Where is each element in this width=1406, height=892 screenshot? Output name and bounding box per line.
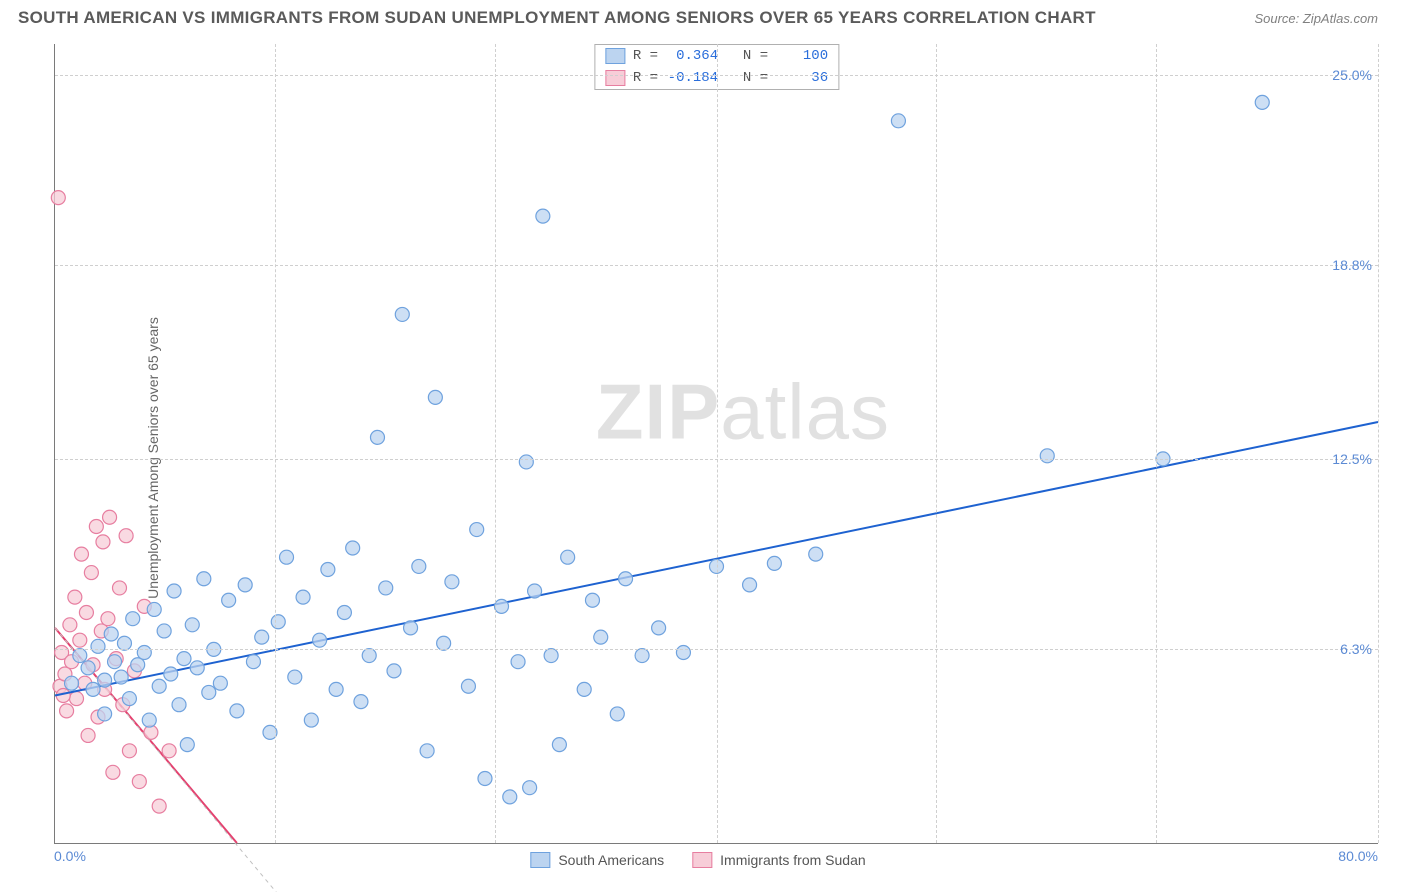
gridline-v [717, 44, 718, 843]
gridline-v [936, 44, 937, 843]
legend-label: Immigrants from Sudan [720, 852, 866, 868]
stat-n-val: 36 [776, 70, 828, 86]
x-tick-max: 80.0% [1338, 848, 1378, 864]
source-attribution: Source: ZipAtlas.com [1254, 11, 1378, 26]
legend-item: South Americans [530, 852, 664, 868]
stat-r-val: 0.364 [666, 48, 718, 64]
stat-r-val: -0.184 [666, 70, 718, 86]
y-tick-label: 25.0% [1332, 67, 1372, 83]
stat-n-key: N = [726, 48, 768, 64]
gridline-v [275, 44, 276, 843]
plot-area: ZIPatlas R =0.364 N =100R =-0.184 N =36 … [54, 44, 1378, 844]
chart-container: Unemployment Among Seniors over 65 years… [18, 44, 1378, 872]
chart-title: SOUTH AMERICAN VS IMMIGRANTS FROM SUDAN … [18, 8, 1096, 28]
gridline-v [1156, 44, 1157, 843]
x-tick-min: 0.0% [54, 848, 86, 864]
legend-item: Immigrants from Sudan [692, 852, 866, 868]
stat-n-key: N = [726, 70, 768, 86]
stat-r-key: R = [633, 70, 658, 86]
y-tick-label: 6.3% [1340, 641, 1372, 657]
legend-swatch [530, 852, 550, 868]
legend-swatch [605, 48, 625, 64]
legend-swatch [605, 70, 625, 86]
stat-n-val: 100 [776, 48, 828, 64]
gridline-v [1378, 44, 1379, 843]
y-tick-label: 18.8% [1332, 257, 1372, 273]
series-legend: South Americans Immigrants from Sudan [530, 852, 865, 868]
y-tick-label: 12.5% [1332, 451, 1372, 467]
legend-label: South Americans [558, 852, 664, 868]
legend-swatch [692, 852, 712, 868]
gridline-v [495, 44, 496, 843]
stat-r-key: R = [633, 48, 658, 64]
